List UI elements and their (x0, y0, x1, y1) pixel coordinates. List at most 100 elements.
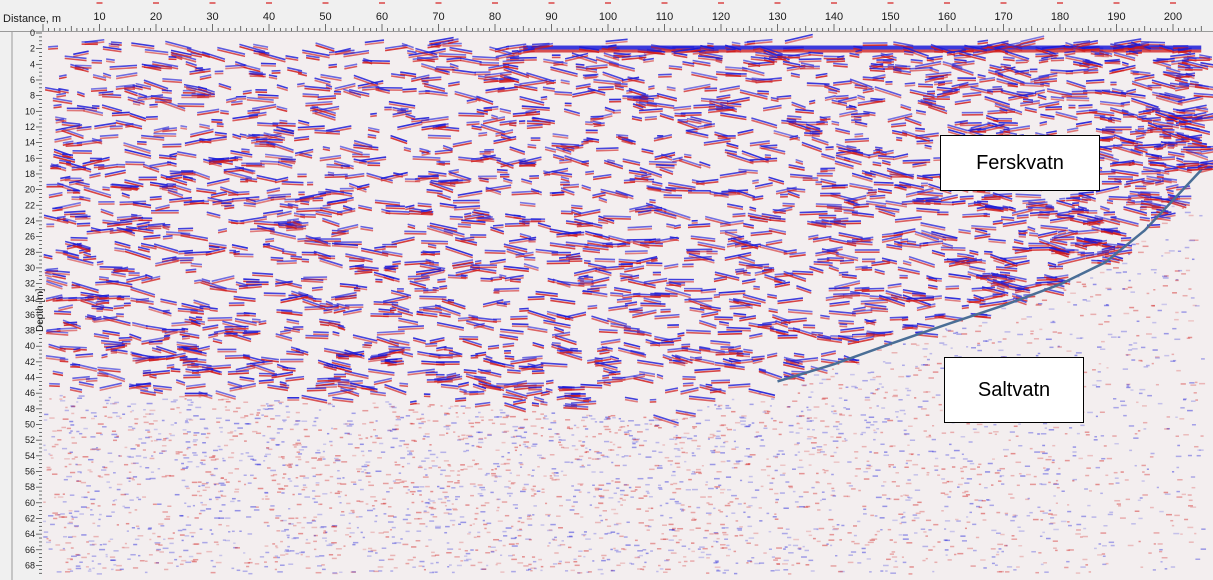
reflector-streak (71, 168, 87, 171)
reflector-streak (733, 312, 747, 316)
reflector-streak (400, 107, 409, 110)
reflector-streak (485, 355, 493, 360)
reflector-streak (590, 117, 604, 120)
reflector-streak (263, 209, 284, 215)
reflector-streak (68, 298, 94, 302)
reflector-streak (1156, 175, 1164, 179)
reflector-streak (61, 121, 81, 126)
reflector-streak (703, 140, 731, 146)
reflector-streak (334, 82, 356, 90)
reflector-streak (421, 152, 431, 157)
reflector-streak (503, 68, 530, 79)
reflector-streak (851, 174, 873, 183)
reflector-streak (235, 281, 249, 287)
reflector-streak (52, 208, 63, 212)
reflector-streak (692, 52, 706, 55)
reflector-streak (124, 250, 151, 261)
reflector-streak (765, 239, 783, 244)
reflector-streak (757, 90, 769, 93)
reflector-streak (257, 94, 279, 97)
reflector-streak (970, 122, 991, 129)
reflector-streak (368, 358, 387, 363)
reflector-streak (817, 258, 830, 261)
reflector-streak (1121, 109, 1129, 113)
reflector-streak (583, 397, 592, 400)
reflector-streak (844, 137, 870, 141)
reflector-streak (270, 258, 284, 262)
reflector-streak (924, 144, 932, 148)
reflector-streak (119, 200, 147, 204)
reflector-streak (429, 222, 458, 230)
reflector-streak (1108, 198, 1132, 201)
reflector-streak (1080, 251, 1095, 255)
reflector-streak (437, 280, 446, 284)
reflector-streak (815, 75, 828, 79)
reflector-streak (987, 88, 1004, 91)
reflector-streak (428, 170, 447, 175)
reflector-streak (896, 138, 903, 142)
reflector-streak (916, 139, 934, 143)
reflector-streak (511, 50, 519, 53)
reflector-streak (324, 173, 348, 176)
reflector-streak (828, 289, 850, 292)
reflector-streak (454, 90, 481, 100)
reflector-streak (301, 258, 310, 261)
reflector-streak (436, 68, 455, 71)
reflector-streak (1176, 159, 1184, 164)
reflector-streak (111, 111, 130, 115)
reflector-streak (1131, 97, 1159, 109)
reflector-streak (58, 87, 69, 92)
reflector-streak (764, 156, 772, 159)
reflector-streak (56, 218, 66, 221)
reflector-streak (632, 103, 644, 109)
reflector-streak (750, 230, 773, 235)
reflector-streak (910, 58, 923, 62)
reflector-streak (658, 73, 672, 76)
reflector-streak (893, 68, 911, 74)
reflector-streak (114, 242, 131, 249)
reflector-streak (402, 90, 417, 93)
reflector-streak (709, 388, 722, 392)
reflector-streak (459, 390, 467, 394)
reflector-streak (373, 301, 399, 304)
reflector-streak (732, 214, 746, 218)
reflector-streak (197, 85, 215, 93)
reflector-streak (934, 315, 946, 318)
reflector-streak (481, 385, 502, 392)
reflector-streak (1106, 199, 1114, 203)
reflector-streak (685, 129, 709, 137)
reflector-streak (409, 400, 417, 403)
reflector-streak (1087, 67, 1098, 71)
reflector-streak (427, 134, 451, 137)
reflector-streak (209, 307, 218, 310)
reflector-streak (92, 74, 107, 79)
reflector-streak (838, 271, 849, 274)
reflector-streak (499, 119, 517, 124)
reflector-streak (124, 181, 144, 188)
reflector-streak (327, 390, 354, 397)
reflector-streak (833, 294, 860, 298)
reflector-streak (719, 229, 738, 232)
reflector-streak (199, 305, 211, 308)
reflector-streak (835, 129, 851, 135)
reflector-streak (382, 295, 409, 303)
reflector-streak (786, 118, 797, 121)
reflector-streak (53, 103, 62, 107)
reflector-streak (674, 112, 686, 115)
reflector-streak (751, 117, 778, 127)
reflector-streak (429, 336, 445, 342)
reflector-streak (429, 339, 445, 344)
reflector-streak (385, 207, 405, 210)
reflector-streak (656, 375, 664, 380)
reflector-streak (76, 91, 85, 96)
reflector-streak (722, 360, 733, 365)
reflector-streak (992, 221, 1003, 225)
reflector-streak (932, 295, 942, 298)
reflector-streak (743, 273, 751, 277)
reflector-streak (632, 309, 657, 317)
reflector-streak (425, 344, 438, 348)
reflector-streak (148, 342, 163, 346)
reflector-streak (43, 216, 69, 225)
reflector-streak (263, 292, 286, 295)
reflector-streak (510, 317, 528, 320)
